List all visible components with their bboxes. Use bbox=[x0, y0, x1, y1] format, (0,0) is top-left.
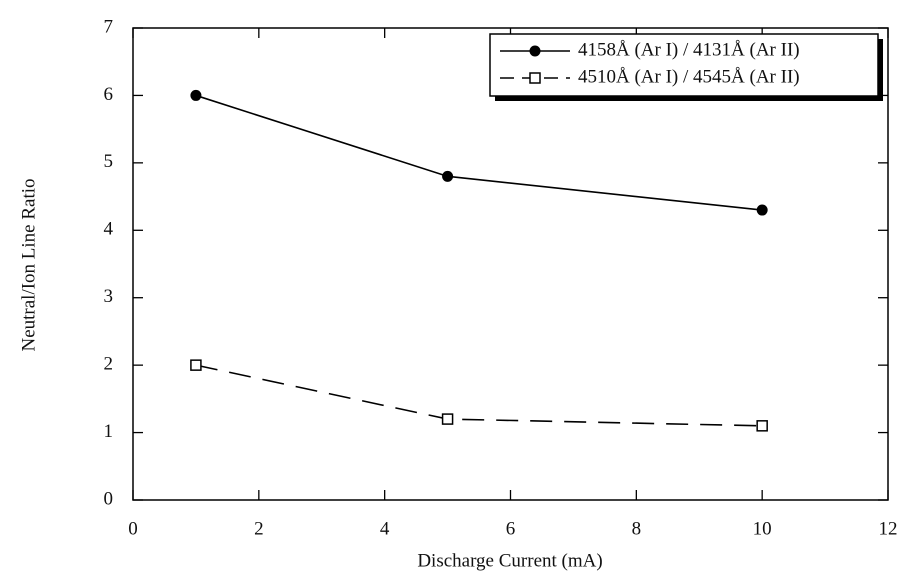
legend-marker bbox=[529, 45, 541, 57]
marker bbox=[442, 170, 454, 182]
x-tick-label: 2 bbox=[254, 518, 264, 539]
y-tick-label: 5 bbox=[104, 151, 114, 172]
marker bbox=[190, 89, 202, 101]
marker bbox=[756, 420, 768, 432]
series-line bbox=[195, 94, 763, 211]
y-tick-label: 3 bbox=[104, 286, 114, 307]
legend-label: 4158Å (Ar I) / 4131Å (Ar II) bbox=[578, 39, 800, 60]
x-tick-label: 10 bbox=[753, 518, 772, 539]
y-tick-label: 0 bbox=[104, 488, 114, 509]
marker bbox=[441, 413, 454, 425]
legend-marker bbox=[529, 72, 541, 84]
x-tick-label: 0 bbox=[128, 518, 138, 539]
y-axis-label: Neutral/Ion Line Ratio bbox=[18, 178, 39, 351]
marker bbox=[190, 359, 202, 371]
x-axis-label: Discharge Current (mA) bbox=[417, 550, 602, 571]
y-tick-label: 6 bbox=[104, 84, 114, 105]
x-tick-label: 12 bbox=[879, 518, 898, 539]
y-tick-label: 7 bbox=[104, 16, 114, 37]
series-line bbox=[195, 364, 763, 427]
y-tick-label: 1 bbox=[104, 421, 114, 442]
x-tick-label: 4 bbox=[380, 518, 390, 539]
y-tick-label: 4 bbox=[104, 219, 114, 240]
legend-label: 4510Å (Ar I) / 4545Å (Ar II) bbox=[578, 66, 800, 87]
marker bbox=[756, 204, 768, 216]
x-tick-label: 6 bbox=[506, 518, 516, 539]
x-tick-label: 8 bbox=[632, 518, 642, 539]
legend-box bbox=[489, 33, 879, 97]
y-tick-label: 2 bbox=[104, 354, 114, 375]
